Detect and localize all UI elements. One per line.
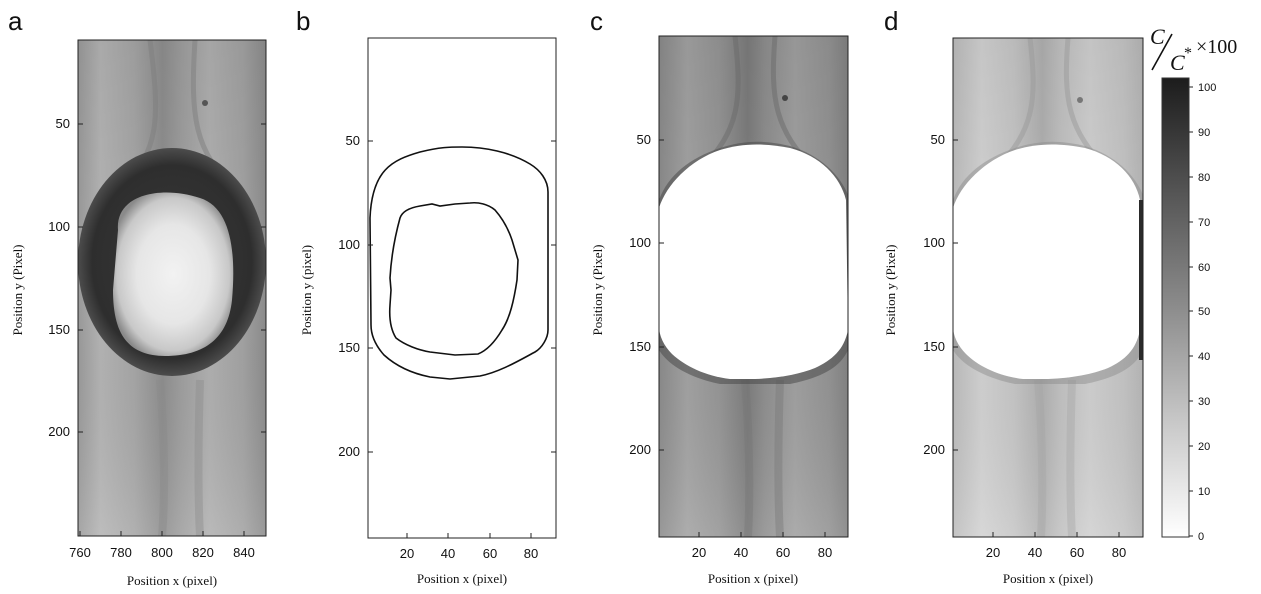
panel-d-xtick: 60 bbox=[1070, 545, 1084, 560]
panel-letter-a: a bbox=[8, 6, 23, 36]
panel-c-xtick: 80 bbox=[818, 545, 832, 560]
colorbar-tick: 60 bbox=[1198, 262, 1210, 274]
panel-d-xtick: 40 bbox=[1028, 545, 1042, 560]
colorbar-tick: 100 bbox=[1198, 82, 1216, 94]
panel-b-xtick: 60 bbox=[483, 546, 497, 561]
panel-b: b 50 100 150 200 20 40 60 80 bbox=[296, 6, 557, 586]
panel-a-yaxis: 50 100 150 200 bbox=[48, 116, 266, 439]
panel-a-ytick: 100 bbox=[48, 219, 70, 234]
colorbar-tick: 80 bbox=[1198, 172, 1210, 184]
panel-b-ytick: 200 bbox=[338, 444, 360, 459]
panel-d-frame bbox=[952, 37, 1144, 538]
mask-region bbox=[953, 144, 1140, 379]
panel-b-frame bbox=[367, 37, 557, 539]
panel-c-ytick: 100 bbox=[629, 235, 651, 250]
panel-b-ytick: 150 bbox=[338, 340, 360, 355]
panel-d-ytick: 50 bbox=[931, 132, 945, 147]
panel-d-xtick: 20 bbox=[986, 545, 1000, 560]
panel-d-yaxis: 50 100 150 200 bbox=[923, 132, 958, 457]
panel-a-ytick: 50 bbox=[56, 116, 70, 131]
panel-a: a 50 100 1 bbox=[8, 6, 267, 588]
colorbar-tick: 70 bbox=[1198, 217, 1210, 229]
panel-c: c 50 100 150 200 bbox=[590, 6, 849, 586]
colorbar-tick: 20 bbox=[1198, 441, 1210, 453]
panel-c-frame bbox=[658, 35, 849, 538]
panel-c-xtick: 60 bbox=[776, 545, 790, 560]
colorbar-label-denominator: C bbox=[1170, 50, 1185, 75]
panel-a-xtick: 820 bbox=[192, 545, 214, 560]
panel-d-xlabel: Position x (pixel) bbox=[1003, 571, 1093, 586]
panel-c-xaxis: 20 40 60 80 bbox=[692, 532, 832, 560]
colorbar: C C * ×100 100 90 80 70 60 50 40 30 bbox=[1150, 24, 1237, 543]
panel-c-ylabel: Position y (Pixel) bbox=[590, 244, 605, 335]
panel-d-ytick: 100 bbox=[923, 235, 945, 250]
panel-c-yaxis: 50 100 150 200 bbox=[629, 132, 664, 457]
panel-d-ytick: 200 bbox=[923, 442, 945, 457]
panel-b-ytick: 100 bbox=[338, 237, 360, 252]
panel-b-xtick: 40 bbox=[441, 546, 455, 561]
panel-c-ytick: 200 bbox=[629, 442, 651, 457]
panel-b-yaxis: 50 100 150 200 bbox=[338, 133, 556, 459]
colorbar-label-multiplier: ×100 bbox=[1196, 36, 1237, 58]
mask-region bbox=[659, 144, 848, 379]
panel-d: d 50 100 150 200 bbox=[883, 6, 1144, 586]
panel-d-ylabel: Position y (Pixel) bbox=[883, 244, 898, 335]
panel-d-image bbox=[953, 38, 1143, 537]
panel-c-ytick: 50 bbox=[637, 132, 651, 147]
panel-a-xaxis: 760 780 800 820 840 bbox=[69, 531, 255, 560]
panel-b-ytick: 50 bbox=[346, 133, 360, 148]
panel-b-xaxis: 20 40 60 80 bbox=[400, 533, 538, 561]
panel-c-xtick: 20 bbox=[692, 545, 706, 560]
panel-b-xlabel: Position x (pixel) bbox=[417, 571, 507, 586]
panel-a-frame bbox=[77, 39, 267, 537]
colorbar-tick: 90 bbox=[1198, 127, 1210, 139]
colorbar-label-numerator: C bbox=[1150, 24, 1165, 49]
panel-letter-c: c bbox=[590, 6, 603, 36]
panel-b-xtick: 80 bbox=[524, 546, 538, 561]
outer-contour bbox=[369, 146, 549, 380]
colorbar-tick: 10 bbox=[1198, 486, 1210, 498]
panel-c-ytick: 150 bbox=[629, 339, 651, 354]
panel-letter-b: b bbox=[296, 6, 310, 36]
panel-a-xtick: 760 bbox=[69, 545, 91, 560]
panel-b-ylabel: Position y (pixel) bbox=[299, 245, 314, 335]
panel-d-xtick: 80 bbox=[1112, 545, 1126, 560]
panel-a-image bbox=[78, 40, 266, 536]
panel-d-xaxis: 20 40 60 80 bbox=[986, 532, 1126, 560]
panel-letter-d: d bbox=[884, 6, 898, 36]
panel-a-ylabel: Position y (Pixel) bbox=[10, 244, 25, 335]
panel-a-ytick: 200 bbox=[48, 424, 70, 439]
panel-c-xtick: 40 bbox=[734, 545, 748, 560]
colorbar-tick: 30 bbox=[1198, 396, 1210, 408]
panel-b-xtick: 20 bbox=[400, 546, 414, 561]
panel-a-xtick: 780 bbox=[110, 545, 132, 560]
panel-a-xlabel: Position x (pixel) bbox=[127, 573, 217, 588]
colorbar-tick: 0 bbox=[1198, 531, 1204, 543]
colorbar-ticks: 100 90 80 70 60 50 40 30 20 10 0 bbox=[1189, 82, 1216, 543]
panel-c-image bbox=[659, 36, 848, 537]
colorbar-label-superscript: * bbox=[1184, 45, 1192, 62]
panel-a-xtick: 840 bbox=[233, 545, 255, 560]
panel-a-xtick: 800 bbox=[151, 545, 173, 560]
panel-d-ytick: 150 bbox=[923, 339, 945, 354]
colorbar-tick: 50 bbox=[1198, 306, 1210, 318]
colorbar-gradient bbox=[1161, 77, 1190, 538]
inner-contour bbox=[388, 201, 519, 356]
panel-a-ytick: 150 bbox=[48, 322, 70, 337]
panel-c-xlabel: Position x (pixel) bbox=[708, 571, 798, 586]
colorbar-tick: 40 bbox=[1198, 351, 1210, 363]
colorbar-label: C C * ×100 bbox=[1150, 24, 1237, 75]
